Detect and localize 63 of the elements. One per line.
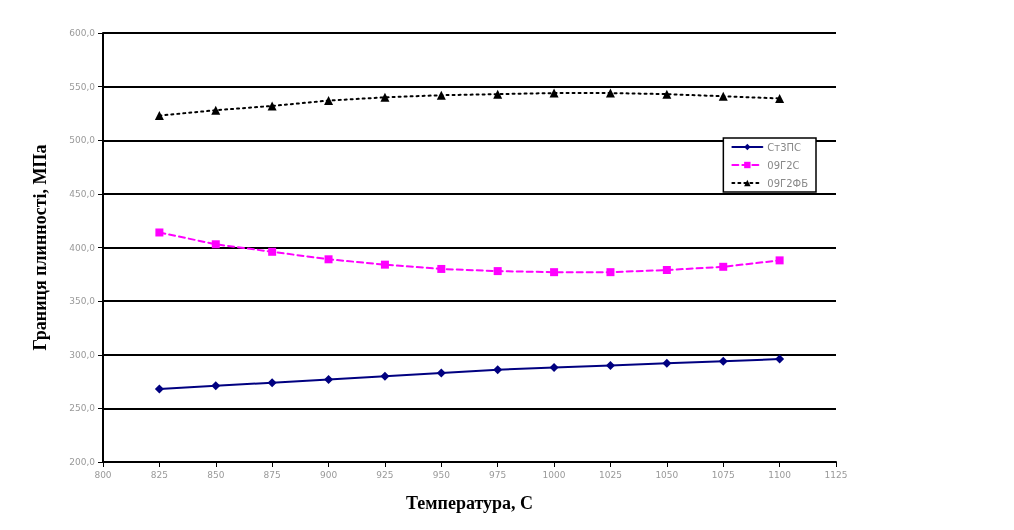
point: [662, 89, 672, 99]
point: [549, 363, 559, 373]
point: [718, 356, 728, 366]
point: [154, 384, 164, 394]
x-tick-label: 950: [432, 469, 451, 480]
point: [154, 111, 164, 121]
point: [267, 378, 277, 388]
point: [605, 88, 615, 98]
point: [662, 266, 671, 275]
x-axis-title: Температура, С: [405, 493, 534, 513]
point: [380, 92, 390, 102]
x-tick-label: 1075: [711, 469, 735, 480]
point: [211, 105, 221, 115]
point: [775, 256, 784, 265]
x-tick-label: 1025: [599, 469, 622, 480]
x-tick-label: 975: [489, 469, 507, 480]
y-tick-label: 250,0: [69, 403, 96, 414]
x-tick-label: 1125: [824, 469, 848, 480]
point: [775, 93, 785, 103]
y-axis-title: Границя плинності, МПа: [30, 144, 50, 351]
y-tick-label: 500,0: [69, 135, 96, 146]
y-tick-label: 300,0: [69, 349, 96, 360]
x-tick-label: 825: [150, 469, 168, 480]
point: [211, 381, 221, 391]
y-tick-label: 550,0: [69, 81, 96, 92]
point: [775, 354, 785, 364]
x-tick-label: 925: [376, 469, 394, 480]
point: [662, 358, 672, 368]
x-tick-label: 850: [207, 469, 225, 480]
x-tick-label: 1000: [542, 469, 566, 480]
point: [324, 374, 334, 384]
x-tick-label: 875: [263, 469, 281, 480]
x-tick-label: 1100: [768, 469, 792, 480]
point: [605, 360, 615, 370]
y-tick-label: 400,0: [69, 242, 96, 253]
point: [380, 371, 390, 381]
legend-label: 09Г2С: [767, 159, 800, 171]
y-tick-label: 450,0: [69, 188, 96, 199]
point: [380, 260, 389, 269]
y-tick-label: 200,0: [69, 457, 96, 467]
point: [437, 264, 446, 273]
point: [211, 240, 220, 249]
x-tick-label: 800: [94, 469, 112, 480]
y-tick-label: 350,0: [69, 296, 96, 307]
x-tick-label: 1050: [655, 469, 679, 480]
point: [268, 247, 277, 256]
point: [493, 89, 503, 99]
point: [719, 262, 728, 271]
point: [550, 268, 559, 277]
point: [436, 368, 446, 378]
y-tick-label: 600,0: [69, 28, 96, 38]
point: [324, 96, 334, 106]
point: [606, 268, 615, 277]
point: [493, 267, 502, 276]
point: [436, 90, 446, 100]
point: [155, 228, 164, 237]
legend-label: 09Г2ФБ: [767, 177, 809, 189]
point: [324, 255, 333, 264]
point: [718, 91, 728, 101]
point: [549, 88, 559, 98]
legend-label: Ст3ПС: [767, 141, 802, 153]
x-tick-label: 900: [319, 469, 338, 480]
point: [493, 365, 503, 375]
